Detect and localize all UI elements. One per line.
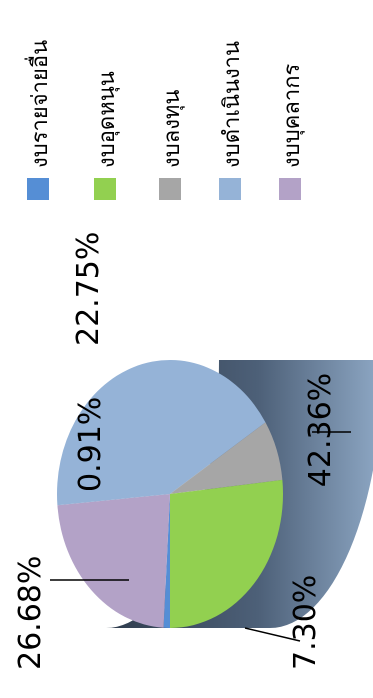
legend-label-งบอุดหนุน: งบอุดหนุน bbox=[95, 71, 120, 168]
data-label-งบลงทุน: 7.30% bbox=[288, 575, 323, 670]
legend-swatch-งบดำเนินงาน bbox=[219, 178, 241, 200]
legend-swatch-งบบุคลากร bbox=[279, 178, 301, 200]
pie-slice-งบรายจ่ายอื่น bbox=[163, 494, 170, 628]
legend-label-งบดำเนินงาน: งบดำเนินงาน bbox=[220, 41, 245, 168]
pie-slice-งบลงทุน bbox=[170, 422, 283, 494]
data-label-งบรายจ่ายอื่น: 0.91% bbox=[73, 397, 108, 492]
legend-swatch-งบอุดหนุน bbox=[94, 178, 116, 200]
data-label-งบอุดหนุน: 26.68% bbox=[13, 556, 48, 670]
leader-line bbox=[244, 627, 301, 642]
pie-slice-งบดำเนินงาน bbox=[57, 359, 266, 506]
pie-slice-งบบุคลากร bbox=[57, 494, 170, 628]
pie-slice-งบอุดหนุน bbox=[170, 479, 283, 628]
legend-label-งบลงทุน: งบลงทุน bbox=[160, 90, 185, 168]
data-label-งบบุคลากร: 22.75% bbox=[71, 232, 106, 346]
data-label-งบดำเนินงาน: 42.36% bbox=[303, 373, 338, 487]
legend-label-งบบุคลากร: งบบุคลากร bbox=[280, 63, 305, 168]
legend-swatch-งบรายจ่ายอื่น bbox=[27, 178, 49, 200]
legend-swatch-งบลงทุน bbox=[159, 178, 181, 200]
legend-label-งบรายจ่ายอื่น: งบรายจ่ายอื่น bbox=[24, 40, 53, 168]
